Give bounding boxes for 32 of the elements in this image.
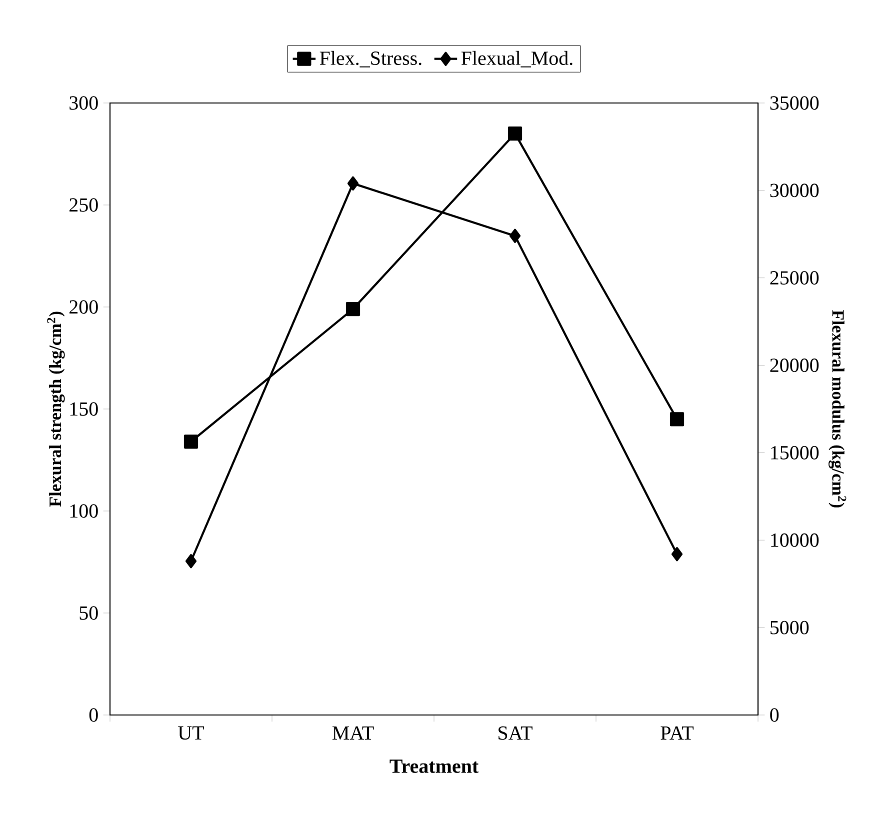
y2-tick-label: 35000 bbox=[770, 96, 819, 110]
x-axis-title: Treatment bbox=[390, 760, 479, 773]
point bbox=[509, 228, 521, 243]
legend-label: Flex._Stress. bbox=[320, 50, 422, 68]
x-tick-label: MAT bbox=[332, 726, 374, 740]
y2-tick-label: 10000 bbox=[771, 533, 819, 547]
y2-tick-label: 15000 bbox=[771, 446, 819, 460]
y-tick-label: 300 bbox=[70, 96, 98, 110]
point bbox=[346, 302, 360, 316]
point bbox=[508, 126, 522, 141]
legend-label: Flexual_Mod. bbox=[461, 50, 572, 68]
y-tick-label: 100 bbox=[70, 504, 98, 518]
y-tick-label: 150 bbox=[70, 402, 98, 416]
y-tick-label: 0 bbox=[89, 708, 98, 722]
y-axis-title: Flexural strength (kg/cm$^{2}$) bbox=[47, 312, 65, 507]
y-tick-label: 250 bbox=[70, 198, 98, 212]
x-tick-label: PAT bbox=[660, 726, 694, 740]
y2-axis-title: Flexural modulus (kg/cm$^{2}$) bbox=[828, 310, 846, 508]
point bbox=[184, 434, 198, 449]
y2-tick-label: 5000 bbox=[770, 620, 809, 634]
point bbox=[347, 176, 359, 190]
point bbox=[671, 547, 683, 562]
y-tick-label: 50 bbox=[80, 606, 98, 620]
y2-tick-label: 30000 bbox=[770, 184, 819, 198]
y2-tick-label: 20000 bbox=[770, 358, 819, 372]
x-tick-label: SAT bbox=[498, 726, 532, 740]
point bbox=[670, 412, 684, 426]
y-tick-label: 200 bbox=[70, 300, 98, 314]
x-tick-label: UT bbox=[178, 726, 204, 740]
point bbox=[185, 554, 197, 568]
y2-tick-label: 25000 bbox=[770, 271, 819, 285]
y2-tick-label: 0 bbox=[770, 708, 779, 722]
